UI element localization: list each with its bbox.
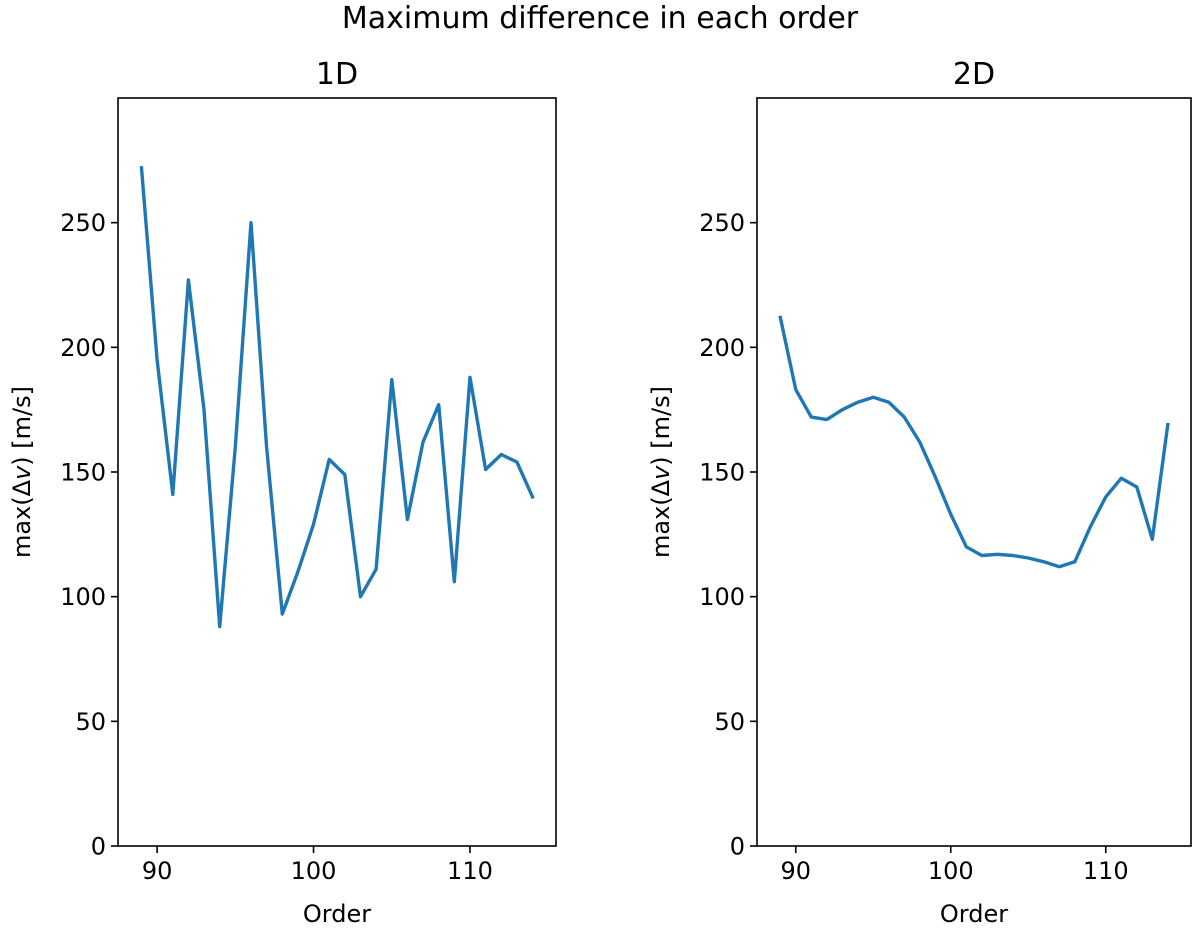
figure-title: Maximum difference in each order <box>342 1 859 36</box>
panel-1d-y-tick-label: 250 <box>60 209 106 237</box>
panel-1d-y-tick-label: 150 <box>60 459 106 487</box>
panel-2d-x-tick-label: 100 <box>928 857 974 885</box>
panel-2d-x-tick-label: 110 <box>1083 857 1129 885</box>
panel-2d-y-tick-label: 100 <box>699 583 745 611</box>
panel-2d-x-tick-label: 90 <box>780 857 811 885</box>
panel-1d-x-tick-label: 110 <box>447 857 493 885</box>
panel-1d-x-tick-label: 90 <box>142 857 173 885</box>
panel-1d-x-axis-label: Order <box>303 900 371 928</box>
panel-1d-y-tick-label: 0 <box>91 833 106 861</box>
panel-1d-x-tick-label: 100 <box>291 857 337 885</box>
panel-2d-y-tick-label: 200 <box>699 334 745 362</box>
panel-1d-y-tick-label: 200 <box>60 334 106 362</box>
panel-2d-y-axis-label: max(Δv) [m/s] <box>647 386 675 558</box>
panel-2d-title: 2D <box>953 57 995 92</box>
panel-2d-y-tick-label: 50 <box>714 708 745 736</box>
panel-1d-y-tick-label: 100 <box>60 583 106 611</box>
panel-1d-series-line <box>139 165 535 629</box>
panel-2d-y-tick-label: 150 <box>699 459 745 487</box>
panel-2d-y-tick-label: 0 <box>730 833 745 861</box>
panel-1d-axes-frame <box>117 97 557 847</box>
panel-1d-y-tick-label: 50 <box>75 708 106 736</box>
panel-2d-axes-frame <box>756 97 1192 847</box>
panel-1d-title: 1D <box>316 57 358 92</box>
panel-2d-y-tick-label: 250 <box>699 209 745 237</box>
panel-2d-x-axis-label: Order <box>940 900 1008 928</box>
panel-2d-series-line <box>778 315 1170 569</box>
panel-1d-y-axis-label: max(Δv) [m/s] <box>8 386 36 558</box>
